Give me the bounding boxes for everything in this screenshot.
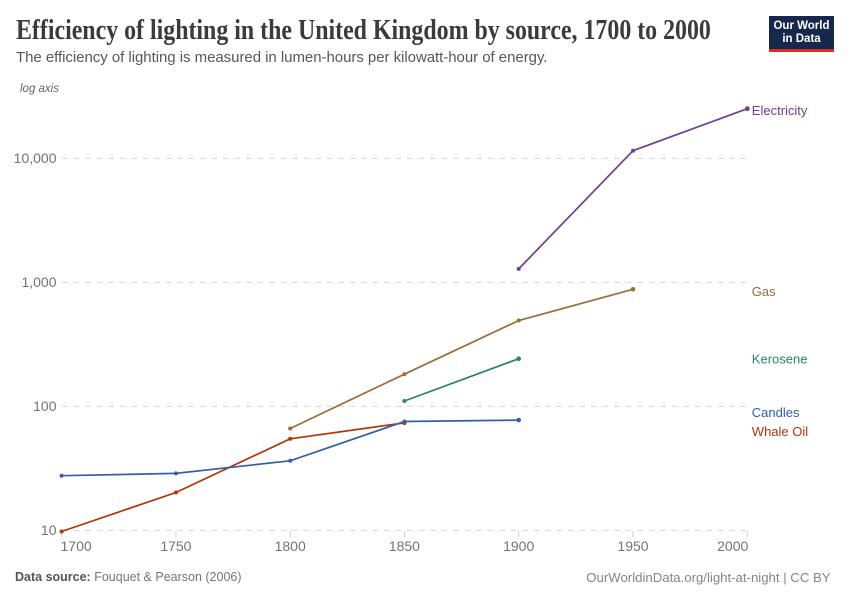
- svg-text:Kerosene: Kerosene: [752, 352, 808, 367]
- svg-text:1950: 1950: [617, 538, 648, 554]
- svg-text:Whale Oil: Whale Oil: [752, 424, 808, 439]
- svg-text:100: 100: [33, 398, 57, 414]
- svg-text:1700: 1700: [61, 538, 92, 554]
- svg-text:Electricity: Electricity: [752, 103, 808, 118]
- svg-text:2000: 2000: [717, 538, 748, 554]
- svg-text:Gas: Gas: [752, 284, 776, 299]
- svg-text:Candles: Candles: [752, 405, 800, 420]
- svg-text:1850: 1850: [389, 538, 420, 554]
- svg-text:10: 10: [41, 522, 57, 538]
- svg-text:1800: 1800: [275, 538, 306, 554]
- svg-text:10,000: 10,000: [14, 150, 57, 166]
- svg-text:1,000: 1,000: [21, 274, 56, 290]
- svg-text:1750: 1750: [160, 538, 191, 554]
- svg-text:1900: 1900: [503, 538, 534, 554]
